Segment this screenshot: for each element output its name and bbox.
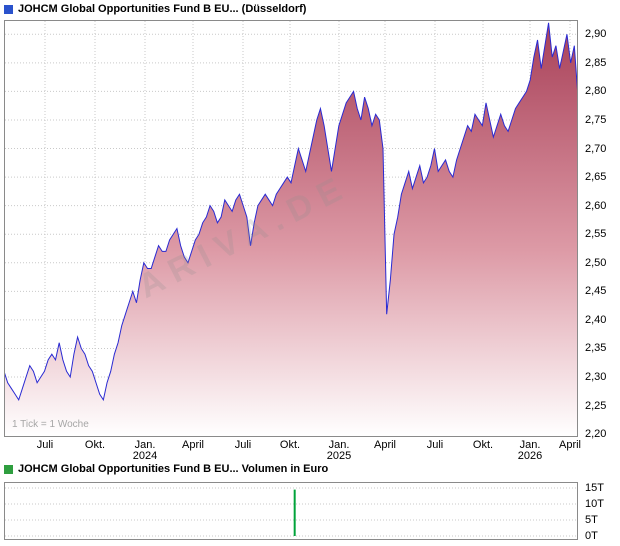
price-x-tick-label: Okt. [84, 439, 106, 451]
price-x-tick-label: Juli [36, 439, 54, 451]
volume-y-tick-label: 15T [585, 482, 604, 494]
price-series-marker-icon [4, 4, 13, 14]
volume-chart-header: JOHCM Global Opportunities Fund B EU... … [4, 463, 328, 475]
price-x-tick-label: April [373, 439, 397, 451]
price-x-tick-label: Jan. 2026 [517, 439, 543, 462]
price-x-tick-label: Okt. [279, 439, 301, 451]
price-x-tick-label: April [181, 439, 205, 451]
volume-chart-title: JOHCM Global Opportunities Fund B EU... … [18, 463, 329, 475]
volume-y-tick-label: 0T [585, 530, 598, 542]
tick-interval-note: 1 Tick = 1 Woche [12, 419, 89, 430]
price-y-tick-label: 2,80 [585, 85, 607, 98]
price-y-tick-label: 2,20 [585, 428, 607, 441]
price-y-tick-label: 2,70 [585, 142, 607, 155]
price-y-tick-label: 2,55 [585, 228, 607, 241]
price-y-tick-label: 2,60 [585, 199, 607, 212]
price-x-tick-label: April [558, 439, 582, 451]
price-chart-plot[interactable]: ARIVA.DE 1 Tick = 1 Woche [4, 20, 578, 437]
price-y-tick-label: 2,65 [585, 171, 607, 184]
price-x-tick-label: Okt. [472, 439, 494, 451]
volume-y-tick-label: 5T [585, 514, 598, 526]
volume-chart-svg [4, 482, 578, 540]
price-y-tick-label: 2,75 [585, 113, 607, 126]
price-y-tick-label: 2,35 [585, 342, 607, 355]
price-y-tick-label: 2,30 [585, 371, 607, 384]
price-x-tick-label: Juli [426, 439, 444, 451]
volume-chart-plot [4, 482, 578, 540]
price-chart-title: JOHCM Global Opportunities Fund B EU... … [18, 3, 307, 15]
price-y-tick-label: 2,40 [585, 313, 607, 326]
price-x-tick-label: Juli [234, 439, 252, 451]
price-chart-svg [4, 20, 578, 437]
price-chart-header: JOHCM Global Opportunities Fund B EU... … [4, 3, 306, 15]
volume-series-marker-icon [4, 464, 13, 474]
price-y-tick-label: 2,45 [585, 285, 607, 298]
price-y-tick-label: 2,25 [585, 399, 607, 412]
price-x-axis: Juli Okt. Jan. 2024 April Juli Okt. Jan. 2025 Apr… [4, 439, 582, 464]
price-y-tick-label: 2,50 [585, 256, 607, 269]
price-y-tick-label: 2,85 [585, 56, 607, 69]
price-x-tick-label: Jan. 2024 [132, 439, 158, 462]
price-x-tick-label: Jan. 2025 [326, 439, 352, 462]
price-y-tick-label: 2,90 [585, 28, 607, 41]
volume-y-tick-label: 10T [585, 498, 604, 510]
